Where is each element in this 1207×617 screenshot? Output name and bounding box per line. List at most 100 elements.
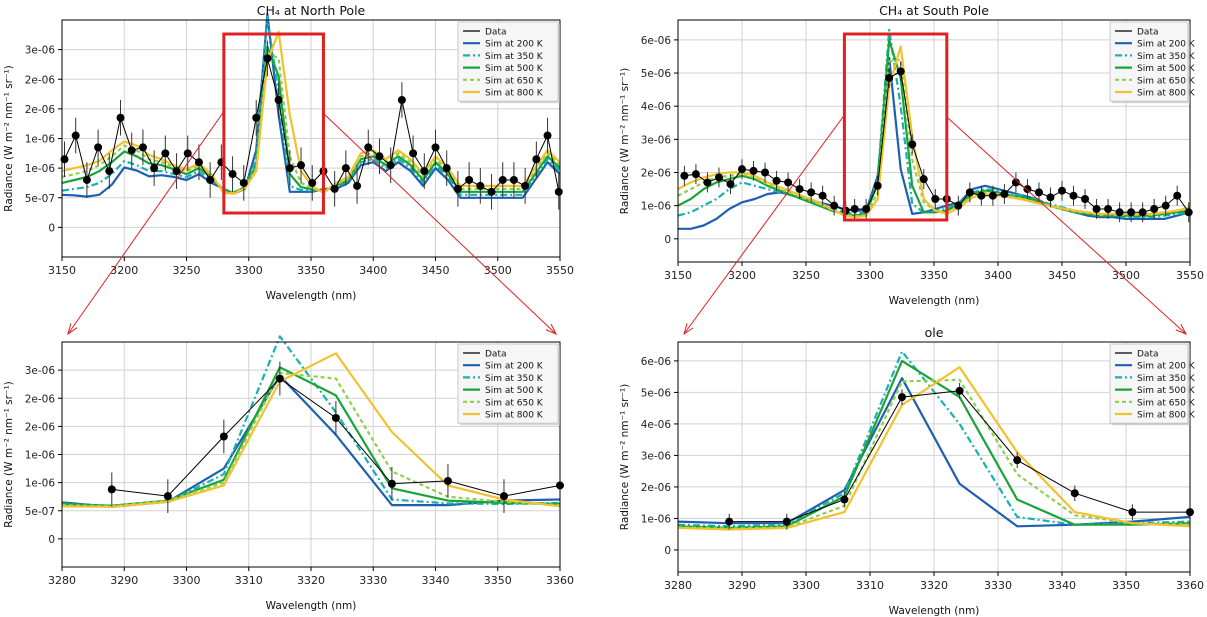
zoom-connector-line [323,113,557,335]
data-point [784,178,793,187]
y-tick-label: 1e-06 [25,450,56,462]
x-tick-label: 3340 [1048,579,1076,592]
legend-label: Data [1137,28,1159,38]
data-point [386,161,395,170]
y-axis-label: Radiance (W m⁻² nm⁻¹ sr⁻¹) [619,384,631,530]
legend-label: Sim at 350 K [1137,374,1196,384]
x-tick-label: 3250 [792,269,820,282]
data-point [554,187,563,196]
data-point [465,175,474,184]
data-point [965,188,974,197]
x-tick-label: 3320 [920,579,948,592]
y-tick-label: 0 [48,222,55,234]
data-point [1013,456,1022,465]
data-point [1070,489,1079,498]
zoom-indicator [67,32,558,336]
data-point [680,171,689,180]
data-point [116,113,125,122]
data-point [931,195,940,204]
data-point [364,143,373,152]
x-tick-label: 3290 [110,574,138,587]
arrow-head-icon [683,323,694,336]
legend-label: Sim at 500 K [485,386,544,396]
x-tick-label: 3300 [235,264,263,277]
data-point [308,178,317,187]
data-point [1011,178,1020,187]
x-axis-label: Wavelength (nm) [266,600,357,612]
data-point [297,161,306,170]
data-point [94,143,103,152]
y-tick-label: 6e-06 [641,35,672,47]
x-tick-label: 3280 [48,574,76,587]
data-point [150,164,159,173]
legend-label: Sim at 500 K [1137,386,1196,396]
data-point [761,168,770,177]
data-point [498,175,507,184]
x-tick-label: 3340 [422,574,450,587]
data-point [228,170,237,179]
y-tick-label: 2e-06 [641,167,672,179]
data-point [239,178,248,187]
data-point [782,517,791,526]
data-point [127,146,136,155]
legend-label: Sim at 350 K [1137,52,1196,62]
y-tick-label: 3e-06 [25,365,56,377]
data-point [353,181,362,190]
data-point [487,187,496,196]
data-point [691,170,700,179]
y-tick-label: 6e-06 [641,356,672,368]
x-tick-label: 3350 [920,269,948,282]
x-tick-label: 3360 [1176,579,1204,592]
x-tick-label: 3300 [856,269,884,282]
data-point [397,95,406,104]
data-point [1138,208,1147,217]
data-point [509,175,518,184]
legend-label: Sim at 500 K [1137,64,1196,74]
data-point [795,185,804,194]
legend-label: Sim at 650 K [1137,76,1196,86]
data-point [194,158,203,167]
y-tick-label: 4e-06 [641,101,672,113]
y-tick-label: 5e-07 [25,506,55,518]
y-tick-label: 1e-06 [25,134,56,146]
data-point [954,201,963,210]
y-tick-label: 1e-06 [641,513,672,525]
y-axis-label: Radiance (W m⁻² nm⁻¹ sr⁻¹) [3,65,15,211]
x-tick-label: 3350 [297,264,325,277]
data-point [862,204,871,213]
data-point [830,201,839,210]
y-axis-label: Radiance (W m⁻² nm⁻¹ sr⁻¹) [3,381,15,527]
data-point [1104,204,1113,213]
data-point [274,95,283,104]
legend-label: Sim at 800 K [1137,411,1196,421]
x-tick-label: 3400 [984,269,1012,282]
data-point [873,181,882,190]
chart-panel-2: 3150 3200 3250 3300 3350 3400 3450 3500 3550 0 1e-… [619,3,1204,307]
x-tick-label: 3200 [728,269,756,282]
data-point [1034,188,1043,197]
data-point [898,393,906,402]
series-line-sim-at-650-k [61,51,561,195]
series-line-sim-at-350-k [61,15,561,196]
legend-box [1109,21,1189,102]
data-point [330,184,339,193]
arrow-head-icon [1175,324,1188,335]
data-point [138,143,147,152]
data-point [1161,201,1170,210]
data-point [1069,191,1078,200]
data-point [726,180,735,189]
data-point [499,492,508,501]
chart-title: CH₄ at South Pole [879,3,989,18]
legend-label: Sim at 200 K [1137,362,1196,372]
data-point [1023,185,1032,194]
legend: Data Sim at 200 K Sim at 350 K Sim at 500 K… [1109,21,1196,104]
legend-label: Sim at 800 K [1137,89,1196,99]
x-tick-label: 3280 [664,579,692,592]
y-tick-label: 3e-06 [641,450,672,462]
y-tick-label: 4e-06 [641,419,672,431]
data-point [1058,186,1066,195]
data-point [331,413,340,422]
data-point [476,181,485,190]
arrow-head-icon [67,323,78,336]
